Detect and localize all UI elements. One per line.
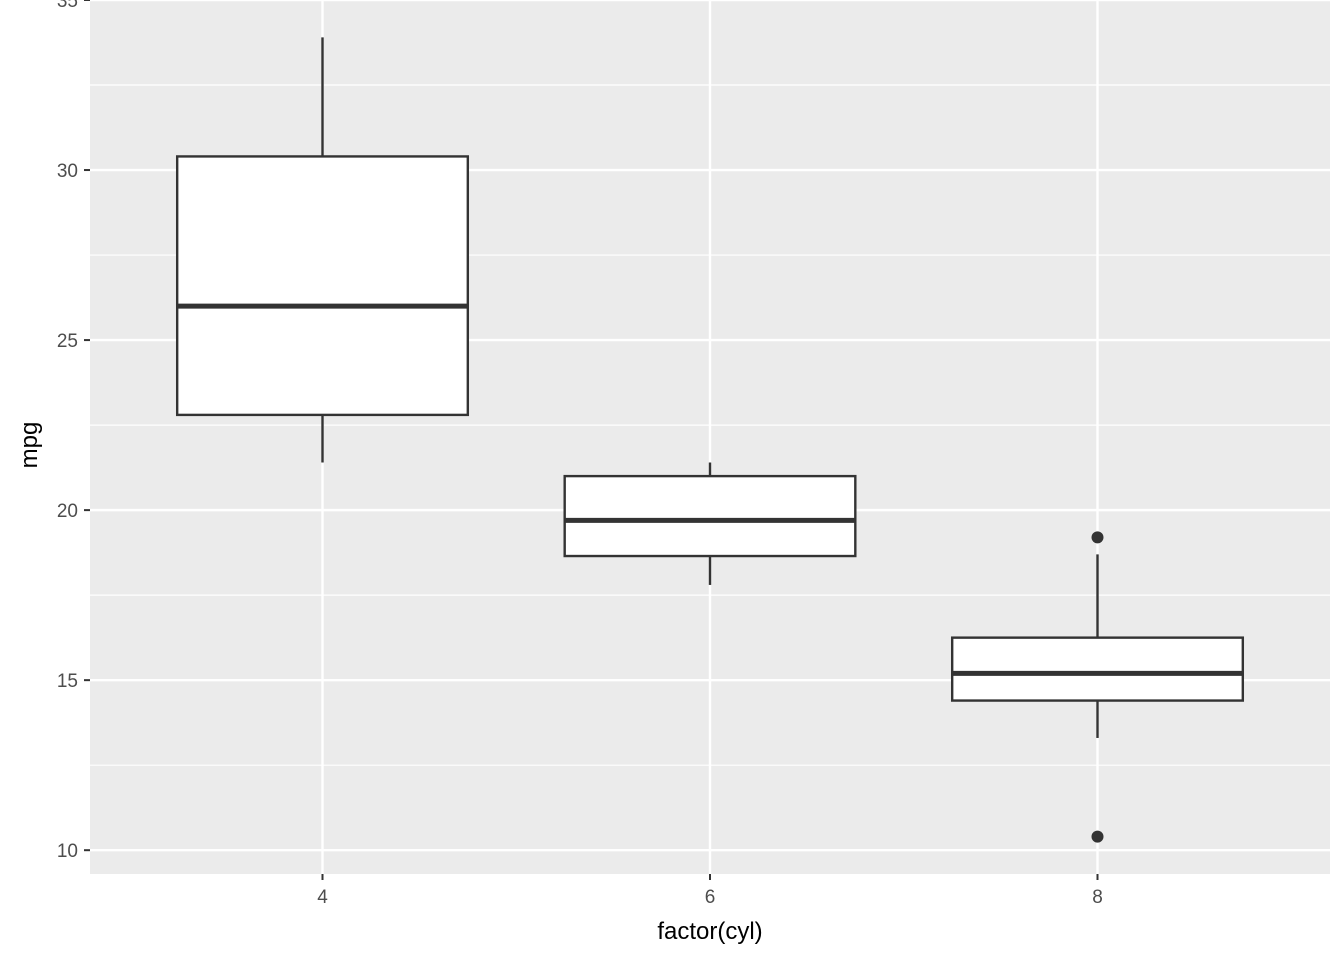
outlier-point — [1091, 830, 1104, 843]
y-tick-label: 30 — [57, 161, 78, 182]
box — [563, 474, 857, 558]
y-tick-label: 10 — [57, 841, 78, 862]
y-tick-label: 25 — [57, 331, 78, 352]
box — [175, 155, 470, 417]
x-tick-label: 6 — [705, 887, 716, 908]
box-group — [175, 37, 470, 463]
x-tick-label: 4 — [317, 887, 328, 908]
x-axis: 4 6 8 — [317, 874, 1103, 908]
y-tick-label: 15 — [57, 671, 78, 692]
box-group — [563, 462, 857, 585]
box — [950, 636, 1245, 702]
x-tick-label: 8 — [1092, 887, 1103, 908]
box-group — [950, 531, 1245, 843]
y-tick-label: 35 — [57, 0, 78, 12]
y-axis: 10 15 20 25 30 35 — [57, 0, 90, 862]
x-axis-title: factor(cyl) — [657, 918, 762, 945]
y-tick-label: 20 — [57, 501, 78, 522]
y-axis-title: mpg — [16, 422, 43, 469]
outlier-point — [1091, 531, 1104, 544]
boxes — [175, 37, 1245, 843]
